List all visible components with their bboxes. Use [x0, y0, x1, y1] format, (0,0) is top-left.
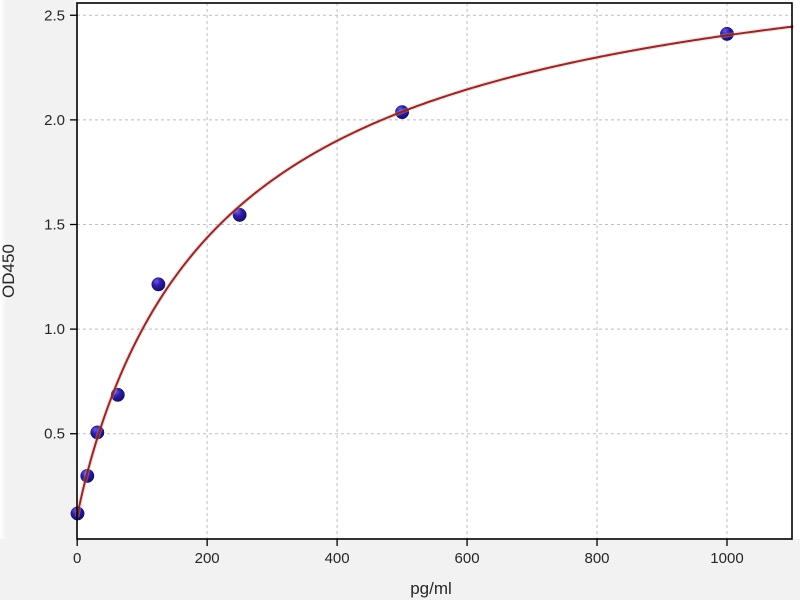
- svg-text:OD450: OD450: [0, 244, 18, 298]
- svg-text:1.5: 1.5: [44, 217, 65, 234]
- svg-text:600: 600: [455, 550, 480, 567]
- svg-text:1.0: 1.0: [44, 321, 65, 338]
- svg-text:0.5: 0.5: [44, 426, 65, 443]
- svg-text:pg/ml: pg/ml: [410, 579, 452, 598]
- svg-text:0: 0: [73, 550, 81, 567]
- svg-text:1000: 1000: [710, 550, 743, 567]
- svg-text:800: 800: [585, 550, 610, 567]
- svg-text:200: 200: [195, 550, 220, 567]
- svg-text:400: 400: [325, 550, 350, 567]
- svg-text:2.0: 2.0: [44, 112, 65, 129]
- svg-text:2.5: 2.5: [44, 7, 65, 24]
